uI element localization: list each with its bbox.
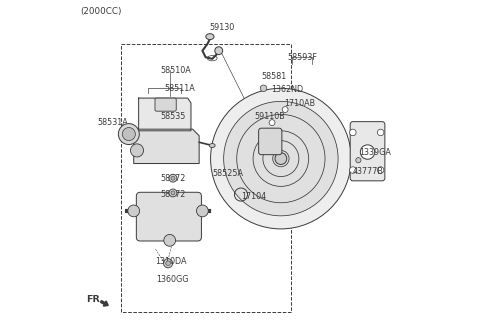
Circle shape <box>215 47 223 55</box>
Text: 58672: 58672 <box>160 174 185 183</box>
Text: 58511A: 58511A <box>165 84 195 93</box>
Circle shape <box>356 158 361 163</box>
Circle shape <box>377 129 384 136</box>
Text: 58525A: 58525A <box>212 169 243 178</box>
Text: 58535: 58535 <box>160 112 185 121</box>
Text: 43777B: 43777B <box>353 167 384 176</box>
Text: 58510A: 58510A <box>160 66 191 75</box>
Circle shape <box>360 145 375 159</box>
Circle shape <box>260 85 267 92</box>
Circle shape <box>119 124 139 145</box>
Circle shape <box>164 234 176 246</box>
Circle shape <box>349 129 356 136</box>
Text: 58672: 58672 <box>160 190 185 199</box>
Text: 1362ND: 1362ND <box>271 85 303 95</box>
Circle shape <box>349 167 356 173</box>
Text: 59130: 59130 <box>209 23 235 32</box>
Circle shape <box>122 128 135 141</box>
Bar <box>120 44 291 312</box>
Polygon shape <box>134 129 199 164</box>
Text: 58593F: 58593F <box>288 53 317 62</box>
Circle shape <box>166 261 170 266</box>
Circle shape <box>275 153 287 164</box>
Polygon shape <box>139 98 191 131</box>
Circle shape <box>282 107 288 112</box>
Text: FR.: FR. <box>85 295 103 304</box>
FancyBboxPatch shape <box>136 192 202 241</box>
Circle shape <box>128 205 140 217</box>
Circle shape <box>224 101 338 216</box>
Text: 1339GA: 1339GA <box>360 147 391 157</box>
Circle shape <box>169 174 177 182</box>
Text: 17104: 17104 <box>241 192 267 201</box>
FancyArrow shape <box>100 301 108 306</box>
Circle shape <box>377 167 384 173</box>
Ellipse shape <box>209 144 215 147</box>
Ellipse shape <box>206 34 214 40</box>
Circle shape <box>171 191 175 195</box>
Circle shape <box>269 120 275 126</box>
Text: 1360GG: 1360GG <box>156 275 189 284</box>
FancyBboxPatch shape <box>155 98 176 111</box>
Text: (2000CC): (2000CC) <box>80 7 121 16</box>
FancyBboxPatch shape <box>350 122 385 181</box>
Circle shape <box>164 259 173 268</box>
Text: 1310DA: 1310DA <box>155 257 186 266</box>
Circle shape <box>169 189 177 197</box>
Circle shape <box>171 176 175 180</box>
Text: 1710AB: 1710AB <box>284 98 315 108</box>
Text: 59110B: 59110B <box>255 112 286 121</box>
Circle shape <box>211 88 351 229</box>
Text: 58581: 58581 <box>261 72 287 81</box>
FancyBboxPatch shape <box>259 128 282 155</box>
Circle shape <box>131 144 144 157</box>
Circle shape <box>196 205 208 217</box>
Text: 58531A: 58531A <box>98 118 129 127</box>
